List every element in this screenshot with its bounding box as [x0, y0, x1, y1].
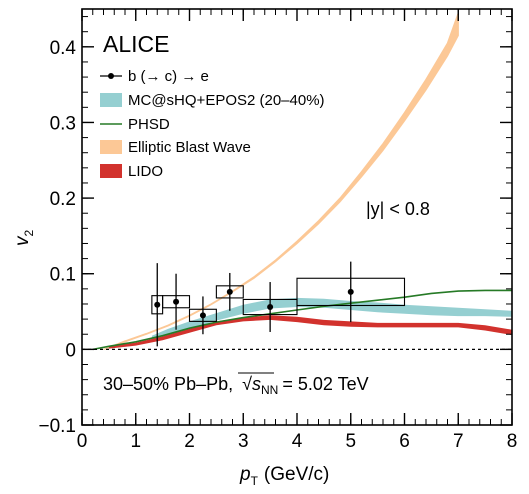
y-tick-label: −0.1 [38, 416, 76, 437]
point-marker [154, 301, 161, 308]
legend-swatch [100, 164, 122, 178]
legend-label: LIDO [128, 163, 163, 180]
x-axis-unit: (GeV/c) [264, 464, 329, 485]
legend-swatch [100, 140, 122, 154]
x-tick-label: 7 [453, 431, 464, 452]
point-marker [226, 288, 233, 295]
y-axis-sub: 2 [22, 230, 36, 237]
energy-value: = 5.02 TeV [282, 374, 368, 394]
y-axis-main: v [12, 235, 33, 246]
x-tick-label: 2 [184, 431, 195, 452]
x-tick-label: 5 [345, 431, 356, 452]
point-marker [267, 304, 274, 311]
collision-main-text: 30–50% Pb–Pb, [103, 374, 233, 394]
data-point [215, 272, 244, 311]
legend-label: b (→ c) → e [128, 68, 209, 85]
x-axis-title: pT (GeV/c) [239, 464, 329, 488]
legend-item: MC@sHQ+EPOS2 (20–40%) [100, 92, 325, 109]
legend-item: LIDO [100, 163, 163, 180]
y-axis-title: v2 [12, 230, 36, 247]
data-point [162, 273, 191, 330]
y-tick-label: 0.3 [50, 113, 76, 134]
legend-swatch [100, 93, 122, 107]
x-tick-label: 0 [77, 431, 88, 452]
legend-label: MC@sHQ+EPOS2 (20–40%) [128, 92, 325, 109]
legend-item: b (→ c) → e [100, 68, 209, 85]
x-tick-label: 8 [507, 431, 518, 452]
legend-item: Elliptic Blast Wave [100, 139, 251, 156]
x-tick-label: 4 [292, 431, 303, 452]
point-marker [347, 288, 354, 295]
experiment-label: ALICE [103, 31, 169, 57]
sqrt-s-label: s [252, 374, 261, 394]
data-points-layer [151, 261, 406, 347]
data-point [296, 261, 406, 323]
sqrt-s-subscript: NN [261, 383, 278, 397]
x-tick-label: 6 [399, 431, 410, 452]
axes-ticks: 0 1 2 3 4 5 6 7 8−0.100.10.20.30.4 [38, 9, 517, 452]
x-tick-label: 1 [130, 431, 141, 452]
sqrt-symbol: √ [242, 374, 252, 394]
x-axis-sub: T [251, 474, 259, 488]
legend-label: PHSD [128, 116, 170, 133]
x-axis-main: p [239, 464, 251, 485]
legend-item: PHSD [100, 116, 170, 133]
data-point [188, 296, 217, 335]
model-curves [92, 12, 512, 351]
legend-marker-dot [108, 73, 114, 79]
mcshq-band [151, 297, 512, 342]
y-tick-label: 0.4 [50, 38, 77, 59]
rapidity-selection-label: |y| < 0.8 [366, 199, 430, 219]
legend: b (→ c) → e MC@sHQ+EPOS2 (20–40%) PHSD Elli… [100, 68, 325, 180]
point-marker [173, 298, 180, 305]
collision-system-label: 30–50% Pb–Pb, √sNN = 5.02 TeV [103, 374, 369, 397]
legend-label: Elliptic Blast Wave [128, 139, 251, 156]
y-tick-label: 0 [65, 340, 76, 361]
data-point [242, 282, 298, 332]
y-tick-label: 0.2 [50, 189, 76, 210]
y-tick-label: 0.1 [50, 265, 76, 286]
x-tick-label: 3 [238, 431, 249, 452]
point-marker [199, 312, 206, 319]
